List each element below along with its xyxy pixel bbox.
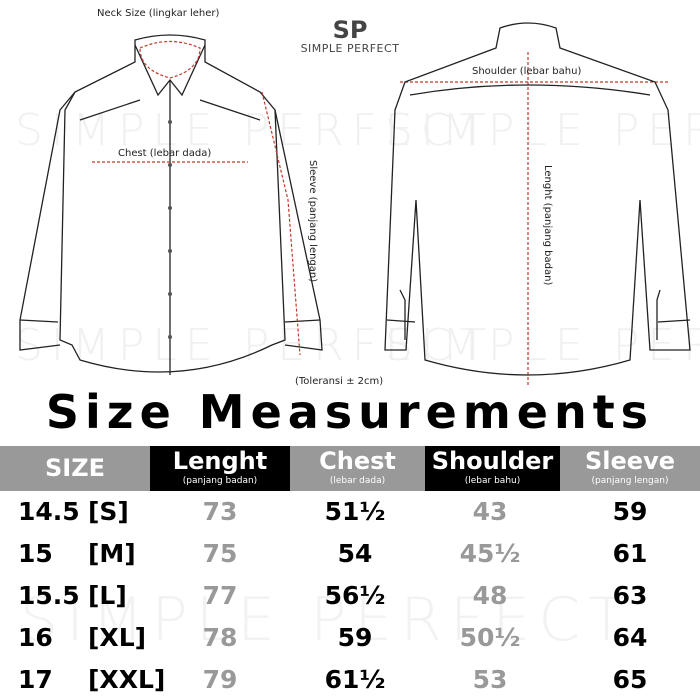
front-shirt-drawing (19, 34, 323, 375)
measurement-lines (92, 40, 670, 385)
neck-size: 14.5 (18, 497, 80, 526)
chest-value: 51½ (324, 497, 386, 526)
size-label: [S] (88, 497, 129, 526)
sleeve-value: 61 (612, 539, 648, 568)
page-title: Size Measurements (45, 385, 655, 439)
size-label: [L] (88, 581, 127, 610)
length-value: 75 (202, 539, 238, 568)
table-row: 15.5 [L] 77 56½ 48 63 (0, 577, 700, 617)
shoulder-value: 53 (472, 665, 508, 694)
sleeve-value: 65 (612, 665, 648, 694)
neck-size: 16 (18, 623, 53, 652)
brand-logo: SP SIMPLE PERFECT (290, 18, 410, 55)
length-value: 79 (202, 665, 238, 694)
chest-value: 56½ (324, 581, 386, 610)
sleeve-value: 59 (612, 497, 648, 526)
tolerance-note: (Toleransi ± 2cm) (295, 376, 384, 387)
neck-size: 17 (18, 665, 53, 694)
neck-size-label: Neck Size (lingkar leher) (97, 8, 220, 19)
shoulder-value: 43 (472, 497, 508, 526)
front-buttons (168, 120, 172, 339)
size-label: [XXL] (88, 665, 166, 694)
header-shoulder: Shoulder (lebar bahu) (425, 446, 560, 491)
size-label: [XL] (88, 623, 147, 652)
length-value: 73 (202, 497, 238, 526)
back-shirt-drawing (384, 22, 691, 376)
logo-mark: SP (332, 16, 368, 44)
length-label: Lenght (panjang badan) (542, 165, 553, 286)
size-label: [M] (88, 539, 136, 568)
brand-name: SIMPLE PERFECT (300, 42, 400, 55)
table-row: 15 [M] 75 54 45½ 61 (0, 535, 700, 575)
chest-value: 59 (337, 623, 373, 652)
neck-size: 15 (18, 539, 53, 568)
table-header: SIZE Lenght (panjang badan) Chest (lebar d… (0, 446, 700, 491)
watermark: SIMPLE PERFECT (385, 105, 700, 156)
table-row: 16 [XL] 78 59 50½ 64 (0, 619, 700, 659)
chest-value: 61½ (324, 665, 386, 694)
header-sleeve: Sleeve (panjang lengan) (585, 447, 675, 486)
length-value: 78 (202, 623, 238, 652)
chest-label: Chest (lebar dada) (118, 148, 212, 159)
header-length: Lenght (panjang badan) (150, 446, 290, 491)
sleeve-label: Sleeve (panjang lengan) (307, 160, 318, 283)
shoulder-value: 50½ (459, 623, 521, 652)
watermark: SIMPLE PERFECT (15, 105, 495, 156)
table-row: 17 [XXL] 79 61½ 53 65 (0, 661, 700, 700)
table-row: 14.5 [S] 73 51½ 43 59 (0, 493, 700, 533)
shoulder-value: 48 (472, 581, 508, 610)
header-size: SIZE (44, 454, 105, 482)
sleeve-value: 63 (612, 581, 648, 610)
length-value: 77 (202, 581, 238, 610)
watermark: SIMPLE PERFECT (385, 320, 700, 371)
shoulder-label: Shoulder (lebar bahu) (472, 66, 582, 77)
shirt-diagrams (19, 22, 691, 385)
watermark: SIMPLE PERFECT (20, 585, 633, 655)
header-chest: Chest (lebar dada) (319, 447, 396, 486)
chest-value: 54 (337, 539, 373, 568)
sleeve-value: 64 (612, 623, 648, 652)
shoulder-value: 45½ (459, 539, 521, 568)
neck-size: 15.5 (18, 581, 80, 610)
